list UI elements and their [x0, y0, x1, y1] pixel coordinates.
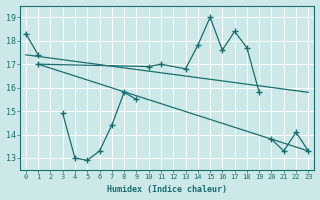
- X-axis label: Humidex (Indice chaleur): Humidex (Indice chaleur): [107, 185, 227, 194]
